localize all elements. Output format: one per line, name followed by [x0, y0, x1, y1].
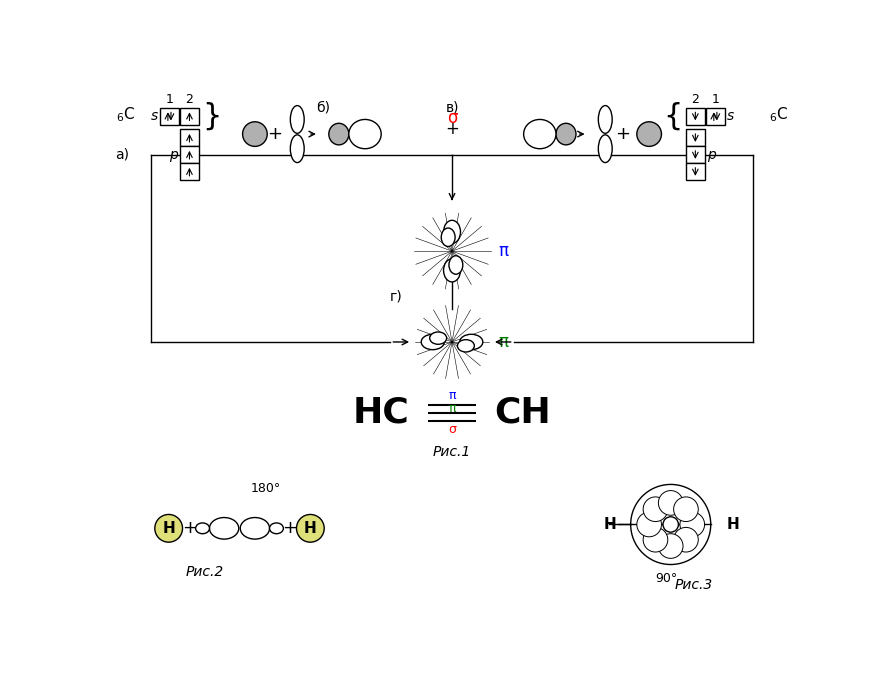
Circle shape [658, 490, 683, 516]
Ellipse shape [460, 334, 482, 349]
Circle shape [155, 514, 183, 542]
Ellipse shape [422, 334, 445, 349]
Text: π: π [448, 389, 456, 402]
Ellipse shape [240, 518, 270, 539]
Circle shape [680, 512, 705, 537]
Circle shape [643, 497, 668, 522]
Circle shape [643, 527, 668, 552]
Ellipse shape [329, 123, 349, 145]
Text: Рис.1: Рис.1 [433, 445, 471, 459]
Text: +: + [282, 520, 297, 537]
Text: p: p [706, 148, 715, 162]
Text: $_6$C: $_6$C [116, 105, 136, 123]
Text: π: π [448, 402, 456, 415]
Text: π: π [498, 242, 508, 260]
Ellipse shape [458, 340, 475, 352]
Text: $_6$C: $_6$C [768, 105, 788, 123]
Bar [686, 129, 705, 146]
Ellipse shape [444, 259, 460, 282]
Text: p: p [169, 148, 178, 162]
Circle shape [674, 497, 699, 522]
Ellipse shape [556, 123, 576, 145]
Text: +: + [445, 121, 459, 138]
Bar [161, 108, 179, 125]
Circle shape [637, 122, 662, 146]
Text: π: π [498, 333, 508, 351]
Ellipse shape [270, 523, 283, 534]
Ellipse shape [430, 332, 446, 345]
Text: H: H [726, 517, 739, 532]
Text: +: + [267, 125, 282, 143]
Text: Рис.2: Рис.2 [186, 565, 224, 580]
Text: σ: σ [448, 423, 456, 436]
Bar [180, 163, 198, 180]
Text: +: + [615, 125, 630, 143]
Text: H: H [604, 517, 617, 532]
Text: H: H [304, 521, 317, 536]
Ellipse shape [449, 256, 463, 274]
Circle shape [296, 514, 325, 542]
Text: б): б) [317, 100, 331, 114]
Text: H: H [162, 521, 175, 536]
Circle shape [631, 484, 711, 565]
Text: +: + [182, 520, 197, 537]
Text: 1: 1 [712, 93, 720, 106]
Circle shape [658, 534, 683, 558]
Ellipse shape [209, 518, 239, 539]
Circle shape [243, 122, 267, 146]
Bar [686, 108, 705, 125]
Text: г): г) [390, 289, 402, 304]
Text: σ: σ [447, 110, 457, 127]
Bar [686, 163, 705, 180]
Text: Рис.3: Рис.3 [675, 578, 713, 592]
Text: 90°: 90° [655, 572, 678, 585]
Ellipse shape [598, 106, 612, 133]
Circle shape [674, 527, 699, 552]
Text: s: s [151, 110, 158, 123]
Circle shape [637, 512, 662, 537]
Text: CH: CH [495, 396, 551, 430]
Ellipse shape [441, 228, 455, 247]
Bar [180, 129, 198, 146]
Bar [706, 108, 725, 125]
Bar [180, 108, 198, 125]
Text: }: } [202, 102, 221, 131]
Text: s: s [727, 110, 734, 123]
Ellipse shape [444, 221, 460, 243]
Circle shape [663, 517, 678, 532]
Bar [686, 146, 705, 163]
Ellipse shape [290, 106, 304, 133]
Ellipse shape [349, 119, 381, 148]
Bar [180, 146, 198, 163]
Text: {: { [663, 102, 683, 131]
Text: 180°: 180° [251, 481, 281, 495]
Ellipse shape [290, 135, 304, 163]
Text: 1: 1 [166, 93, 174, 106]
Text: 2: 2 [691, 93, 699, 106]
Text: а): а) [115, 148, 129, 162]
Text: 2: 2 [185, 93, 193, 106]
Text: HC: HC [353, 396, 409, 430]
Ellipse shape [524, 119, 556, 148]
Ellipse shape [196, 523, 209, 534]
Ellipse shape [598, 135, 612, 163]
Text: в): в) [445, 100, 459, 114]
